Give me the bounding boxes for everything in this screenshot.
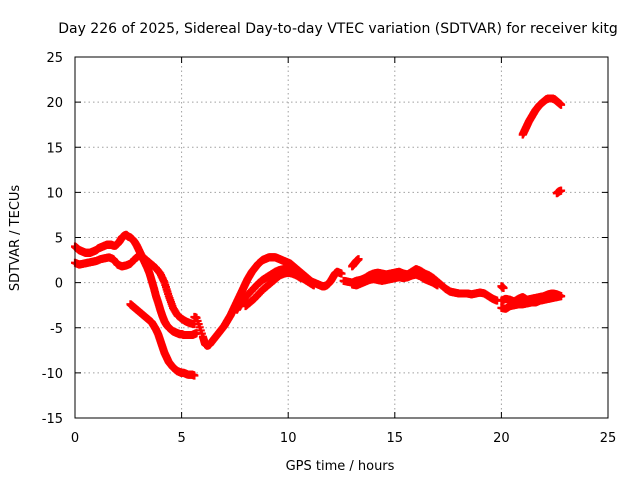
data-point (337, 269, 346, 278)
x-tick-label: 0 (71, 431, 79, 446)
y-tick-label: 25 (46, 51, 63, 66)
series-arc-7 (552, 186, 566, 198)
y-axis-label: SDTVAR / TECUs (8, 185, 23, 292)
data-point (190, 371, 199, 380)
x-tick-label: 20 (493, 431, 510, 446)
y-tick-label: -10 (42, 367, 63, 382)
data-point (433, 281, 442, 290)
series-arc-1 (71, 230, 201, 339)
x-tick-label: 10 (280, 431, 297, 446)
series-arc-4c (348, 255, 363, 271)
data-point (557, 100, 566, 109)
y-tick-label: 20 (46, 96, 63, 111)
chart-title: Day 226 of 2025, Sidereal Day-to-day VTE… (58, 21, 618, 37)
series-arc-2 (126, 300, 199, 380)
x-tick-label: 5 (177, 431, 185, 446)
y-tick-label: 5 (55, 232, 63, 247)
y-tick-label: -5 (50, 322, 63, 337)
data-point (309, 281, 318, 290)
y-axis-ticks: -15 -10 -5 0 5 10 15 20 25 (42, 51, 608, 427)
data-point (499, 284, 508, 293)
x-axis-ticks: 0 5 10 15 20 25 (71, 57, 616, 446)
series-arc-6 (518, 94, 566, 139)
series-arc-5b (497, 292, 566, 313)
y-tick-label: 10 (46, 186, 63, 201)
data-point (296, 274, 305, 283)
series-arc-3c (241, 268, 305, 311)
series-arc-4b (348, 270, 442, 290)
x-tick-label: 15 (387, 431, 404, 446)
data-point (354, 255, 363, 264)
y-tick-label: 15 (46, 141, 63, 156)
grid (75, 57, 608, 418)
series-arc-5c (497, 282, 508, 293)
x-axis-label: GPS time / hours (286, 459, 395, 474)
series-arc-1b (71, 251, 199, 329)
x-tick-label: 25 (600, 431, 617, 446)
data-point (557, 292, 566, 301)
y-tick-label: -15 (42, 412, 63, 427)
series-arc-3 (190, 253, 346, 350)
data-points (71, 94, 566, 380)
y-tick-label: 0 (55, 277, 63, 292)
data-point (557, 186, 566, 195)
